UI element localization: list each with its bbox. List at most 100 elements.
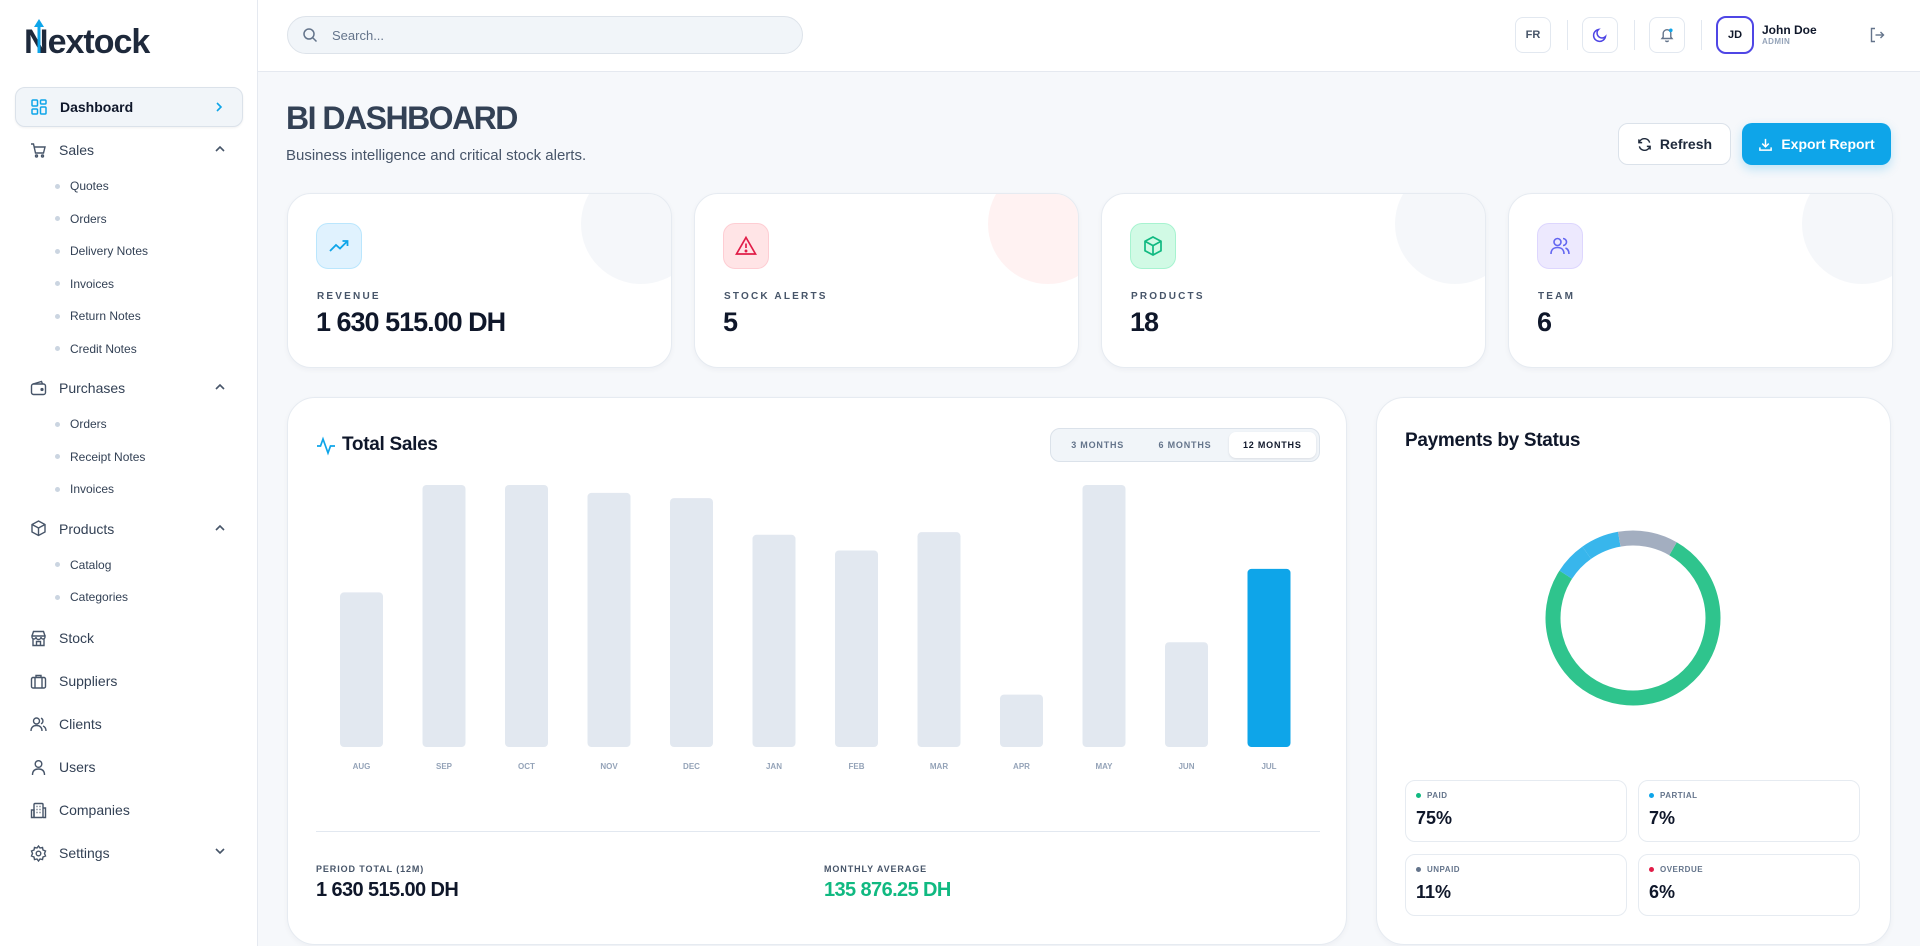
bar-apr[interactable] (1000, 694, 1043, 747)
kpi-label: PRODUCTS (1131, 291, 1205, 302)
logout-icon[interactable] (1868, 26, 1886, 44)
bar-nov[interactable] (587, 492, 631, 747)
monthly-average-value: 135 876.25 DH (824, 879, 951, 901)
sidebar-item-companies[interactable]: Companies (15, 789, 243, 832)
x-tick-label: DEC (683, 762, 700, 771)
refresh-button[interactable]: Refresh (1618, 123, 1731, 165)
status-dot (1649, 867, 1654, 872)
total-sales-title: Total Sales (342, 434, 438, 455)
range-3-months[interactable]: 3 MONTHS (1071, 440, 1125, 450)
range-6-months[interactable]: 6 MONTHS (1158, 440, 1212, 450)
notifications-button[interactable] (1649, 17, 1685, 53)
kpi-value: 18 (1130, 307, 1159, 337)
chevron-up-icon (215, 383, 225, 390)
sidebar-item-label: Stock (59, 630, 95, 646)
kpi-value: 6 (1537, 307, 1552, 337)
sidebar-item-label: Sales (59, 142, 95, 158)
card-decoration (1395, 194, 1485, 284)
submenu-item-credit-notes[interactable]: Credit Notes (55, 333, 243, 366)
sidebar-item-users[interactable]: Users (15, 746, 243, 789)
payments-donut-chart (1543, 528, 1723, 708)
bar-dec[interactable] (670, 498, 713, 747)
kpi-label: REVENUE (317, 291, 381, 302)
briefcase-icon (29, 672, 47, 690)
donut-slice-partial[interactable] (1543, 528, 1723, 708)
kpi-value: 5 (723, 307, 738, 337)
sidebar-item-clients[interactable]: Clients (15, 703, 243, 746)
submenu-item-categories[interactable]: Categories (55, 581, 243, 614)
sidebar-item-products[interactable]: Products (15, 509, 243, 549)
submenu-item-return-notes[interactable]: Return Notes (55, 300, 243, 333)
bar-mar[interactable] (917, 532, 961, 747)
sidebar-item-dashboard[interactable]: Dashboard (15, 87, 243, 127)
search-bar[interactable] (287, 16, 803, 54)
submenu-item-quotes[interactable]: Quotes (55, 170, 243, 203)
sidebar-nav: Dashboard Sales Quotes Orders Delivery N… (15, 87, 243, 875)
bar-jun[interactable] (1165, 642, 1208, 747)
submenu-item-invoices[interactable]: Invoices (55, 473, 243, 506)
top-header: FR JD John Doe ADMIN (258, 0, 1920, 72)
status-label: OVERDUE (1660, 865, 1704, 874)
language-button[interactable]: FR (1515, 17, 1551, 53)
x-tick-label: JAN (766, 762, 782, 771)
chevron-up-icon (215, 145, 225, 152)
sidebar-item-stock[interactable]: Stock (15, 617, 243, 660)
avatar[interactable]: JD (1716, 16, 1754, 54)
sidebar-item-label: Settings (59, 845, 110, 861)
status-label: UNPAID (1427, 865, 1461, 874)
submenu-item-receipt-notes[interactable]: Receipt Notes (55, 441, 243, 474)
sidebar: N extock Dashboard Sales Quotes Orders D… (0, 0, 258, 946)
arrow-up-icon (34, 18, 44, 53)
submenu-item-orders[interactable]: Orders (55, 203, 243, 236)
box-icon (1130, 223, 1176, 269)
refresh-label: Refresh (1659, 136, 1713, 152)
submenu-item-delivery-notes[interactable]: Delivery Notes (55, 235, 243, 268)
search-input[interactable] (332, 27, 772, 43)
moon-icon (1592, 28, 1607, 43)
chevron-right-icon (216, 102, 223, 112)
x-tick-label: OCT (518, 762, 535, 771)
theme-toggle-button[interactable] (1582, 17, 1618, 53)
status-value: 75% (1416, 808, 1453, 828)
page-title: BI DASHBOARD (286, 100, 518, 136)
sidebar-item-suppliers[interactable]: Suppliers (15, 660, 243, 703)
x-tick-label: MAR (930, 762, 948, 771)
period-total-value: 1 630 515.00 DH (316, 879, 459, 901)
x-tick-label: JUL (1261, 762, 1276, 771)
period-total-label: PERIOD TOTAL (12M) (316, 864, 425, 874)
export-label: Export Report (1781, 136, 1875, 152)
sidebar-item-sales[interactable]: Sales (15, 130, 243, 170)
submenu-item-invoices[interactable]: Invoices (55, 268, 243, 301)
submenu-item-orders[interactable]: Orders (55, 408, 243, 441)
bar-feb[interactable] (835, 550, 878, 748)
gear-icon (29, 844, 47, 862)
status-label: PARTIAL (1660, 791, 1698, 800)
sidebar-item-settings[interactable]: Settings (15, 832, 243, 875)
donut-slice-paid[interactable] (1543, 528, 1723, 708)
total-sales-card: Total Sales 3 MONTHS 6 MONTHS 12 MONTHS … (287, 397, 1347, 945)
bell-icon (1660, 28, 1674, 43)
sidebar-item-purchases[interactable]: Purchases (15, 368, 243, 408)
donut-slice-unpaid[interactable] (1543, 528, 1723, 708)
user-icon (29, 758, 47, 776)
bar-jan[interactable] (752, 534, 796, 747)
users-icon (29, 715, 47, 733)
kpi-card-revenue: REVENUE 1 630 515.00 DH (287, 193, 672, 368)
bar-sep[interactable] (422, 485, 466, 747)
bar-jul[interactable] (1247, 568, 1291, 747)
export-report-button[interactable]: Export Report (1742, 123, 1891, 165)
bar-oct[interactable] (505, 485, 548, 747)
sidebar-item-label: Users (59, 759, 96, 775)
bar-aug[interactable] (340, 592, 383, 747)
chevron-down-icon (215, 847, 225, 854)
monthly-average-label: MONTHLY AVERAGE (824, 864, 928, 874)
bar-may[interactable] (1082, 485, 1126, 747)
sidebar-item-label: Suppliers (59, 673, 118, 689)
range-12-months[interactable]: 12 MONTHS (1228, 432, 1316, 458)
donut-slice-overdue[interactable] (1543, 528, 1723, 708)
sidebar-item-label: Companies (59, 802, 130, 818)
alert-triangle-icon (723, 223, 769, 269)
payment-status-tile: PARTIAL 7% (1638, 780, 1860, 842)
submenu-item-catalog[interactable]: Catalog (55, 549, 243, 582)
app-logo[interactable]: N extock (24, 18, 150, 62)
